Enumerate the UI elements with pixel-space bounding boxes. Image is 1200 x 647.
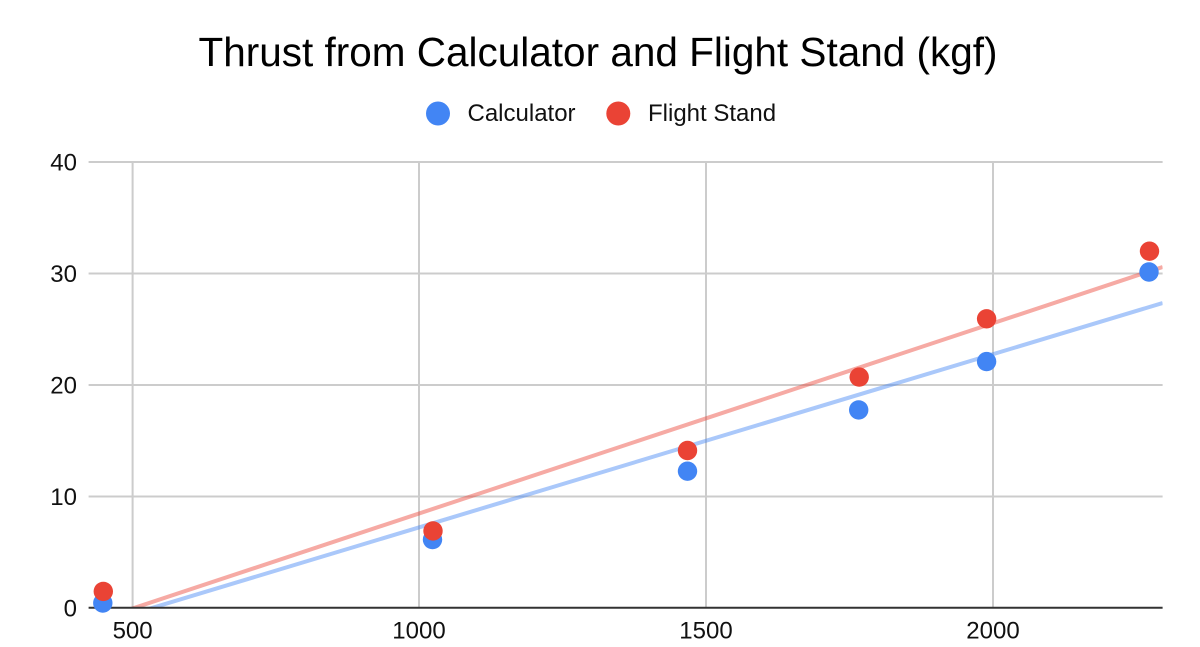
svg-text:500: 500 (113, 617, 153, 644)
svg-text:2000: 2000 (966, 617, 1019, 644)
svg-text:1500: 1500 (679, 617, 732, 644)
svg-text:10: 10 (50, 484, 77, 511)
svg-text:40: 40 (50, 150, 77, 177)
svg-text:Flight Stand: Flight Stand (648, 100, 776, 127)
svg-text:Calculator: Calculator (468, 100, 576, 127)
svg-text:0: 0 (64, 596, 77, 623)
svg-text:30: 30 (50, 261, 77, 288)
svg-text:Thrust from Calculator and Fli: Thrust from Calculator and Flight Stand … (198, 29, 997, 75)
svg-text:20: 20 (50, 373, 77, 400)
svg-text:1000: 1000 (392, 617, 445, 644)
